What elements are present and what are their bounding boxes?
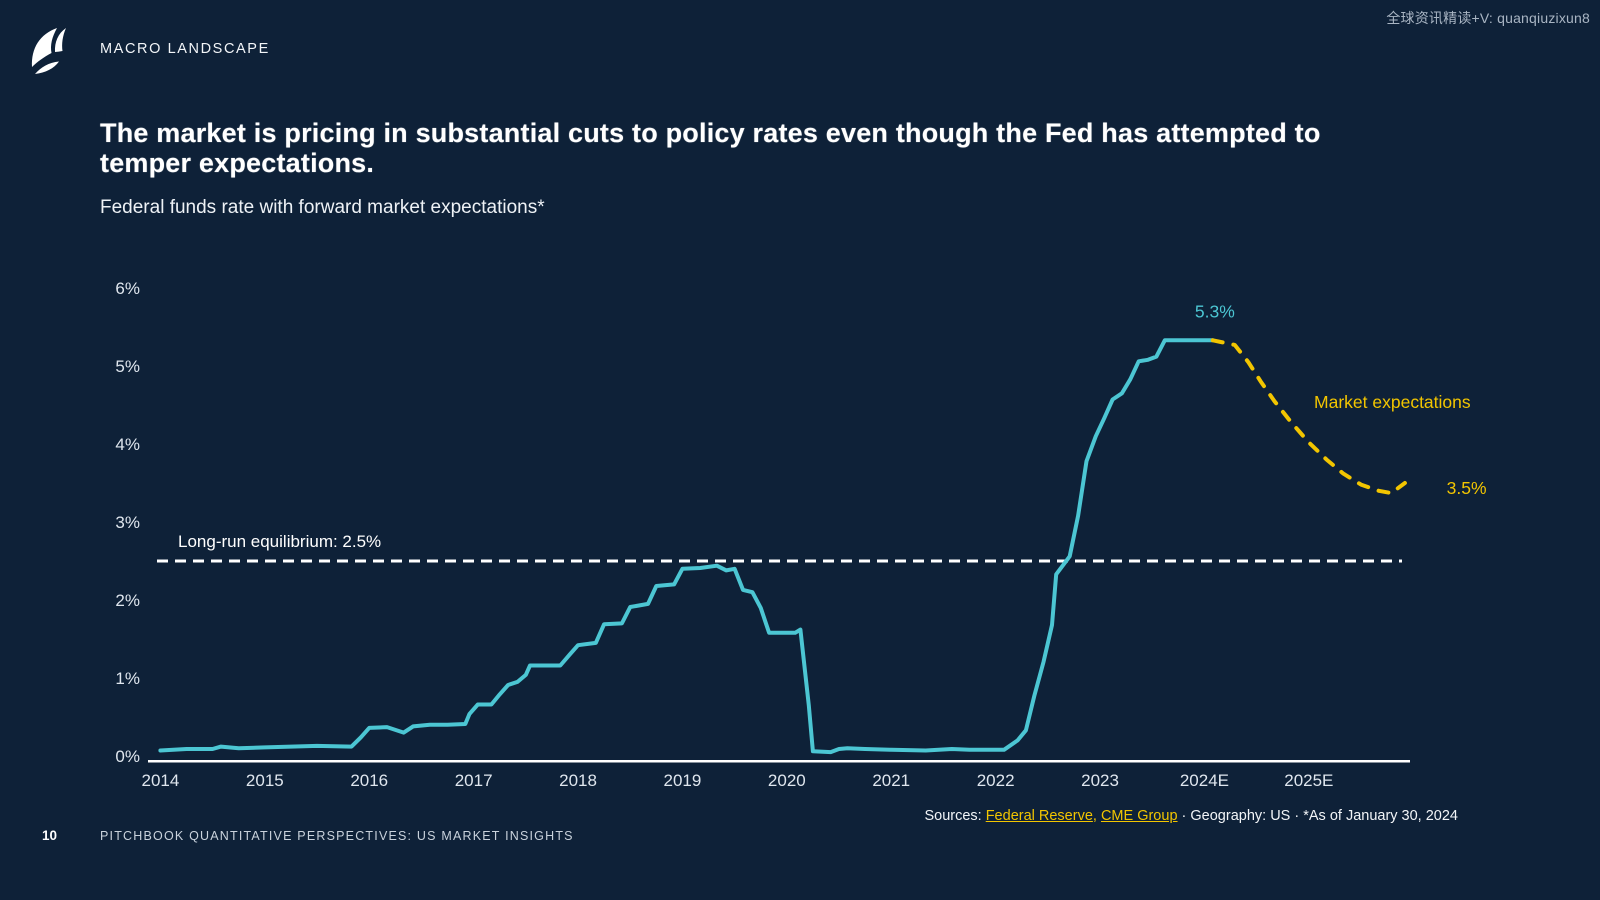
section-eyebrow: MACRO LANDSCAPE <box>100 41 270 57</box>
sources-label: Sources: <box>924 808 986 824</box>
x-axis-label: 2024E <box>1180 771 1229 790</box>
sources-suffix: · Geography: US · *As of January 30, 202… <box>1177 808 1458 824</box>
x-axis-label: 2022 <box>977 771 1015 790</box>
x-axis-label: 2023 <box>1081 771 1119 790</box>
x-axis-label: 2021 <box>872 771 910 790</box>
y-axis-label: 3% <box>115 513 140 532</box>
market-expectations-line <box>1210 338 1407 496</box>
sources-line: Sources: Federal Reserve, CME Group · Ge… <box>924 808 1458 824</box>
slide-title-line1: The market is pricing in substantial cut… <box>100 118 1321 148</box>
y-axis-label: 0% <box>115 747 140 766</box>
y-axis-label: 5% <box>115 357 140 376</box>
source-link-federal-reserve[interactable]: Federal Reserve <box>985 808 1093 824</box>
slide-title-line2: temper expectations. <box>100 148 375 178</box>
chart-subtitle: Federal funds rate with forward market e… <box>100 197 545 218</box>
x-axis-label: 2016 <box>350 771 388 790</box>
x-axis-label: 2014 <box>142 771 180 790</box>
peak-rate-annotation: 5.3% <box>1195 302 1235 322</box>
pitchbook-logo-icon <box>31 28 66 74</box>
source-separator: , <box>1092 808 1101 824</box>
fed-funds-rate-line <box>158 338 1215 755</box>
page-number: 10 <box>42 828 58 843</box>
x-axis-label: 2015 <box>246 771 284 790</box>
x-axis-label: 2018 <box>559 771 597 790</box>
equilibrium-label: Long-run equilibrium: 2.5% <box>178 532 381 551</box>
x-axis-label: 2020 <box>768 771 806 790</box>
market-expectations-annotation: Market expectations <box>1314 392 1471 412</box>
y-axis-label: 6% <box>115 279 140 298</box>
source-link-cme-group[interactable]: CME Group <box>1100 808 1178 824</box>
report-series-title: PITCHBOOK QUANTITATIVE PERSPECTIVES: US … <box>100 829 574 843</box>
x-axis-label: 2017 <box>455 771 493 790</box>
x-axis-label: 2025E <box>1284 771 1333 790</box>
x-axis-label: 2019 <box>664 771 702 790</box>
y-axis-label: 4% <box>115 435 140 454</box>
x-axis-line <box>148 760 1410 763</box>
y-axis-label: 1% <box>115 669 140 688</box>
end-rate-annotation: 3.5% <box>1447 478 1487 498</box>
y-axis-label: 2% <box>115 591 140 610</box>
watermark-text: 全球资讯精读+V: quanqiuzixun8 <box>1386 10 1590 26</box>
slide-title: The market is pricing in substantial cut… <box>100 118 1500 178</box>
